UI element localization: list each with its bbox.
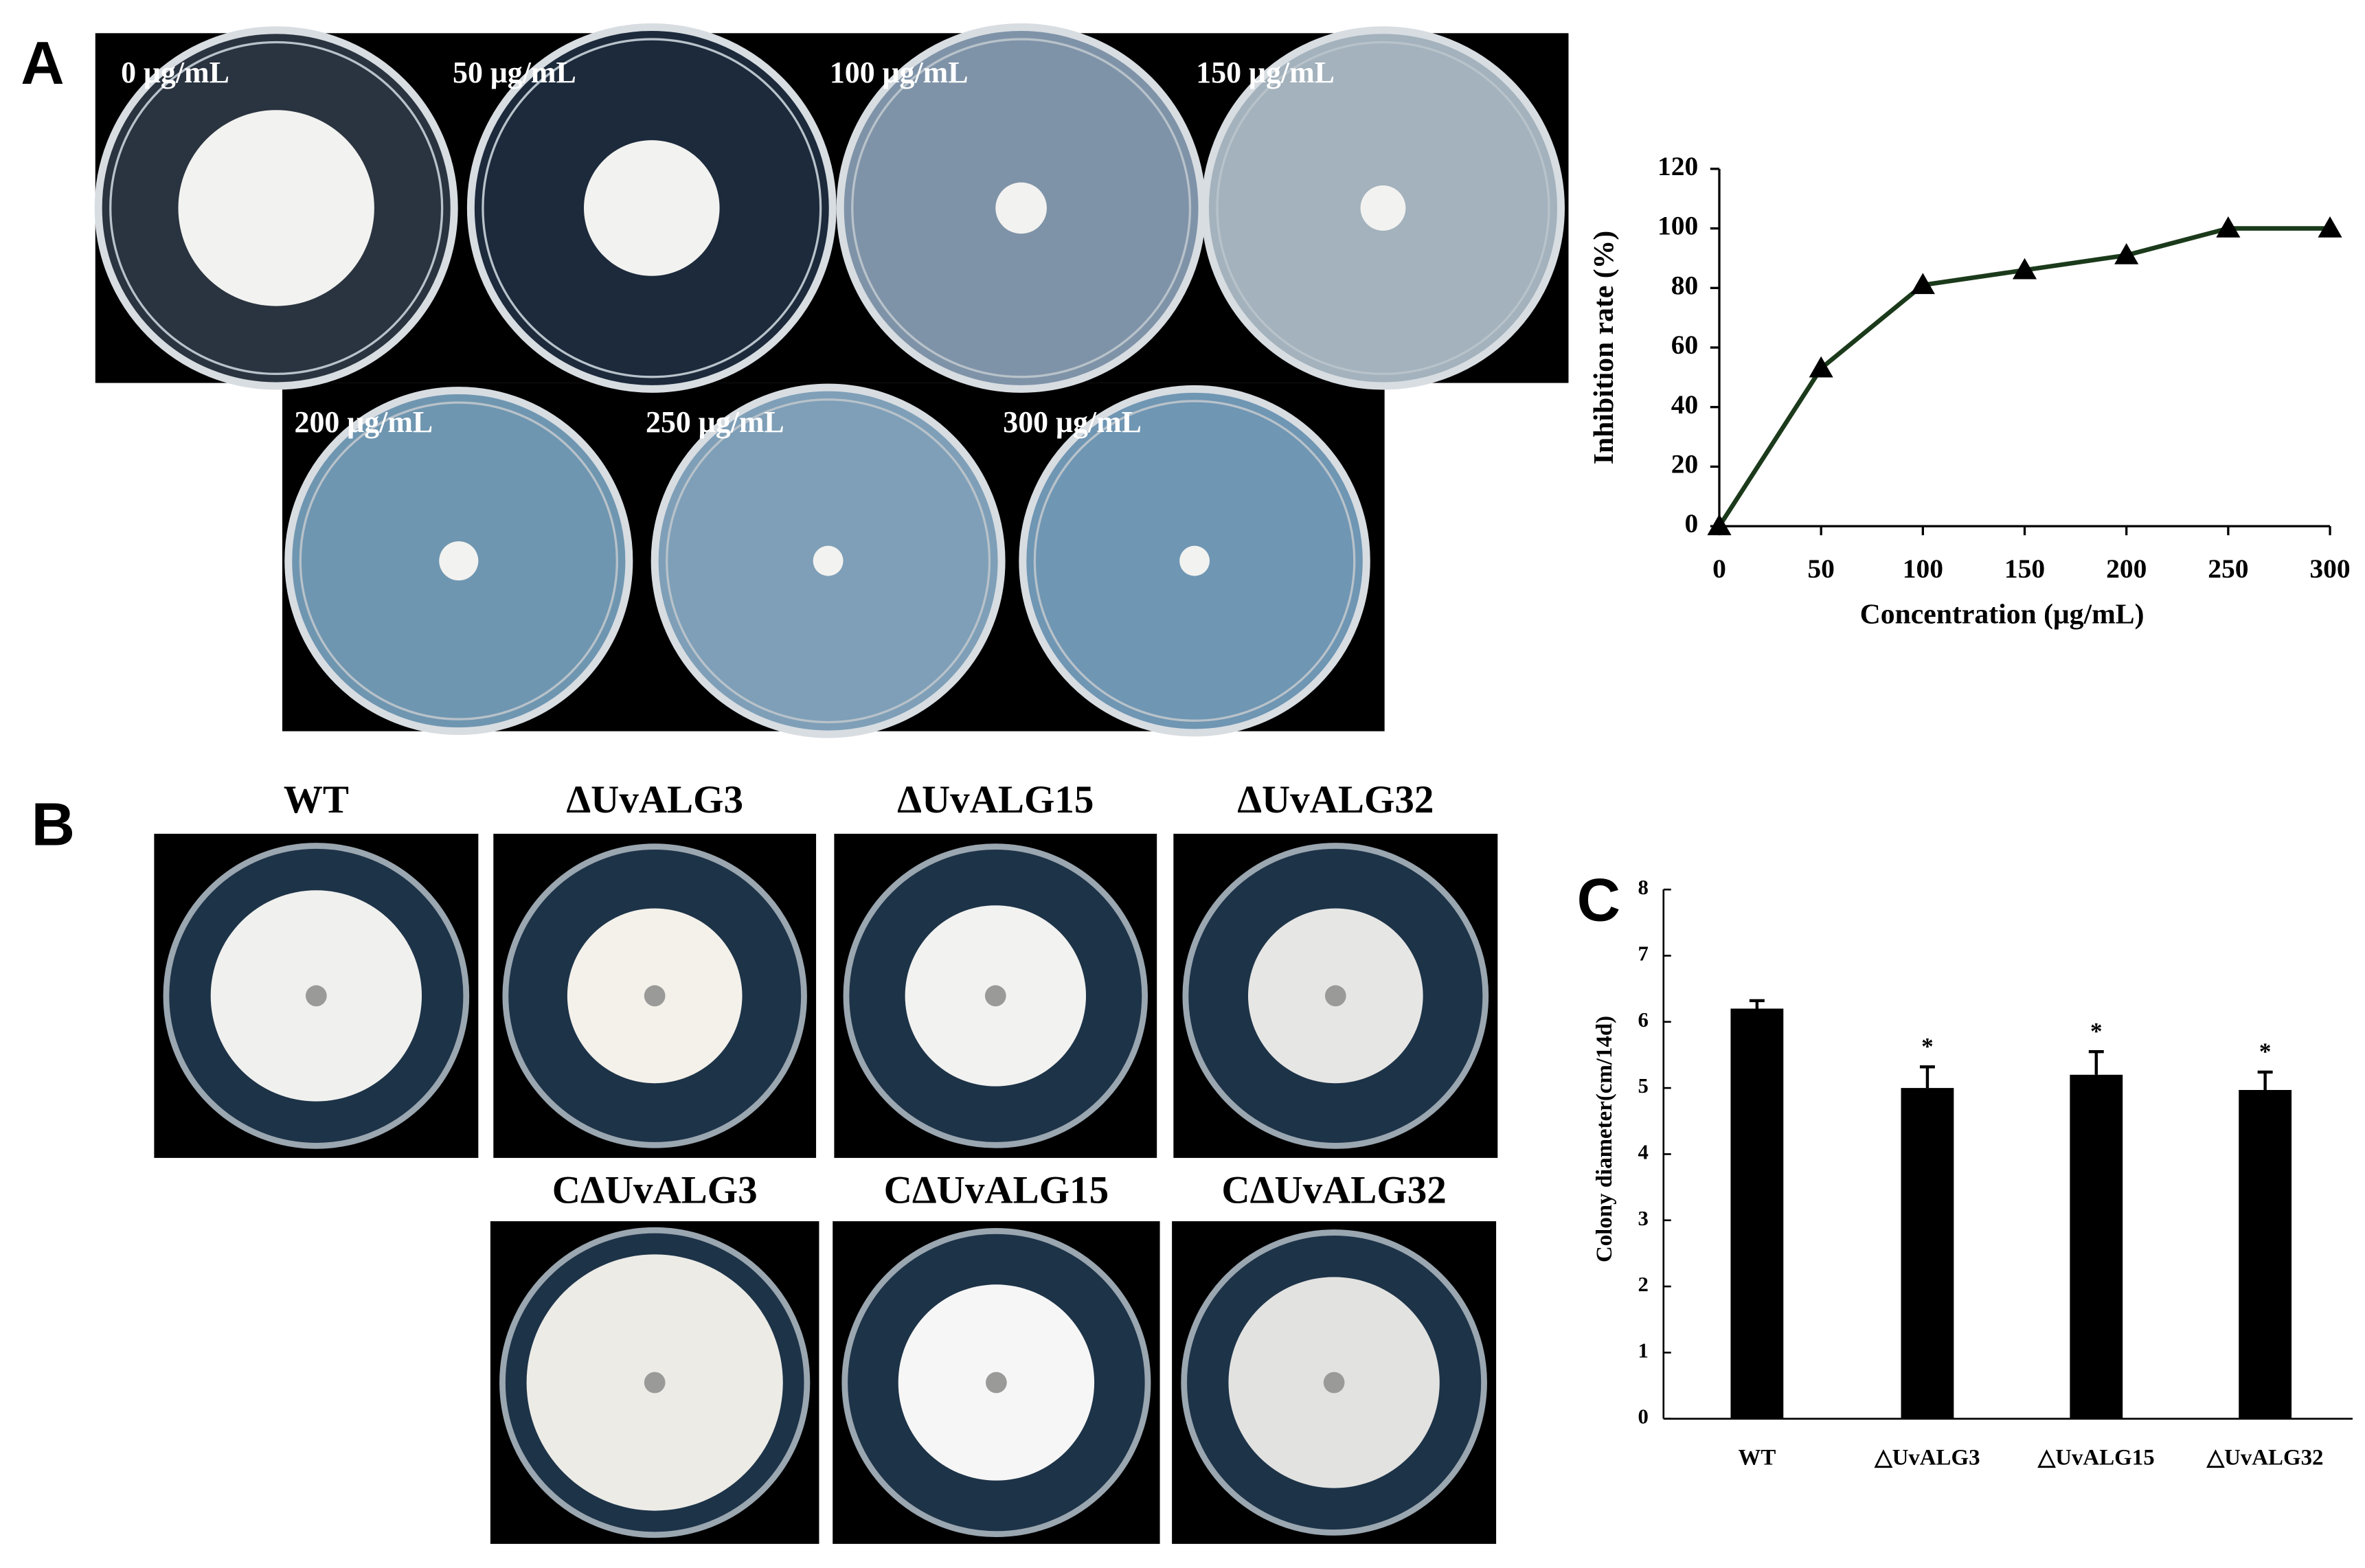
plate-label: 0 μg/mL bbox=[121, 56, 229, 89]
panel-label: B bbox=[32, 791, 75, 859]
error-bar bbox=[2257, 1070, 2273, 1090]
colony bbox=[1360, 185, 1406, 231]
y-tick-label: 2 bbox=[1638, 1273, 1648, 1296]
x-tick-label: 300 bbox=[2309, 554, 2350, 584]
significance-mark: * bbox=[1921, 1033, 1934, 1060]
colony bbox=[995, 182, 1047, 234]
y-tick-label: 7 bbox=[1638, 942, 1648, 966]
plate-label: CΔUvALG15 bbox=[884, 1169, 1109, 1212]
x-tick-label: 50 bbox=[1807, 554, 1835, 584]
colony-center bbox=[644, 1372, 666, 1394]
colony-center bbox=[986, 1372, 1007, 1394]
bar bbox=[1901, 1088, 1954, 1419]
y-tick-label: 0 bbox=[1685, 508, 1699, 538]
colony bbox=[178, 110, 374, 306]
error-bar bbox=[1919, 1065, 1935, 1089]
x-tick-label: 100 bbox=[1903, 554, 1943, 584]
petri-dish-inner bbox=[666, 398, 991, 724]
y-tick-label: 80 bbox=[1671, 270, 1699, 300]
panel-label: C bbox=[1577, 866, 1620, 933]
marker bbox=[1910, 273, 1935, 295]
bar bbox=[1730, 1008, 1784, 1419]
marker bbox=[2012, 258, 2037, 280]
marker bbox=[2216, 216, 2241, 238]
y-tick-label: 20 bbox=[1671, 448, 1699, 479]
plate-label: 300 μg/mL bbox=[1003, 406, 1142, 439]
colony bbox=[813, 545, 844, 576]
y-axis-title: Colony diameter(cm/14d) bbox=[1592, 1016, 1617, 1262]
bar bbox=[2070, 1074, 2123, 1419]
y-tick-label: 5 bbox=[1638, 1074, 1648, 1098]
plate-label: 100 μg/mL bbox=[830, 56, 969, 89]
plate-label: ΔUvALG15 bbox=[897, 778, 1094, 821]
petri-dish-inner bbox=[1216, 41, 1550, 376]
colony bbox=[1179, 545, 1210, 576]
plate-label: ΔUvALG3 bbox=[566, 778, 743, 821]
plate-label: ΔUvALG32 bbox=[1237, 778, 1434, 821]
x-tick-label: △UvALG15 bbox=[2037, 1446, 2155, 1470]
plate-label: CΔUvALG3 bbox=[552, 1169, 758, 1212]
x-tick-label: WT bbox=[1738, 1446, 1776, 1470]
colony-center bbox=[305, 985, 327, 1007]
x-tick-label: 0 bbox=[1712, 554, 1726, 584]
colony-center bbox=[1323, 1372, 1345, 1394]
plate-label: 50 μg/mL bbox=[453, 56, 576, 89]
bar bbox=[2239, 1089, 2292, 1419]
y-tick-label: 6 bbox=[1638, 1008, 1648, 1032]
marker bbox=[2114, 243, 2139, 264]
marker bbox=[2318, 216, 2342, 238]
y-tick-label: 100 bbox=[1657, 211, 1698, 241]
plate-label: 250 μg/mL bbox=[646, 406, 784, 439]
plate-label: 150 μg/mL bbox=[1196, 56, 1335, 89]
x-tick-label: △UvALG32 bbox=[2206, 1446, 2324, 1470]
colony-center bbox=[644, 985, 666, 1007]
petri-dish-inner bbox=[109, 41, 444, 376]
y-tick-label: 40 bbox=[1671, 389, 1699, 420]
plate-label: CΔUvALG32 bbox=[1221, 1169, 1446, 1212]
marker bbox=[1707, 514, 1732, 536]
plate-label: WT bbox=[284, 778, 349, 821]
colony bbox=[584, 140, 720, 276]
y-tick-label: 8 bbox=[1638, 876, 1648, 899]
error-bar bbox=[1749, 999, 1765, 1009]
y-tick-label: 0 bbox=[1638, 1405, 1648, 1429]
y-tick-label: 3 bbox=[1638, 1207, 1648, 1230]
petri-dish-inner bbox=[1033, 400, 1356, 722]
petri-dish-inner bbox=[299, 401, 618, 720]
y-tick-label: 1 bbox=[1638, 1339, 1648, 1362]
plate-label: 200 μg/mL bbox=[295, 406, 433, 439]
panel-label: A bbox=[21, 30, 64, 97]
significance-mark: * bbox=[2090, 1018, 2103, 1045]
x-tick-label: 250 bbox=[2208, 554, 2248, 584]
colony bbox=[439, 541, 479, 581]
marker bbox=[1809, 356, 1833, 378]
error-bar bbox=[2088, 1049, 2104, 1075]
x-axis-title: Concentration (μg/mL) bbox=[1860, 598, 2145, 630]
x-tick-label: 200 bbox=[2106, 554, 2147, 584]
significance-mark: * bbox=[2259, 1038, 2272, 1065]
colony-center bbox=[984, 985, 1006, 1007]
y-axis-title: Inhibition rate (%) bbox=[1588, 231, 1620, 464]
petri-dish-inner bbox=[851, 38, 1192, 378]
petri-dish-inner bbox=[482, 38, 822, 378]
y-tick-label: 4 bbox=[1638, 1140, 1648, 1163]
x-tick-label: 150 bbox=[2004, 554, 2045, 584]
y-tick-label: 60 bbox=[1671, 330, 1699, 360]
colony-center bbox=[1324, 985, 1346, 1007]
y-tick-label: 120 bbox=[1657, 151, 1698, 181]
x-tick-label: △UvALG3 bbox=[1874, 1446, 1980, 1470]
